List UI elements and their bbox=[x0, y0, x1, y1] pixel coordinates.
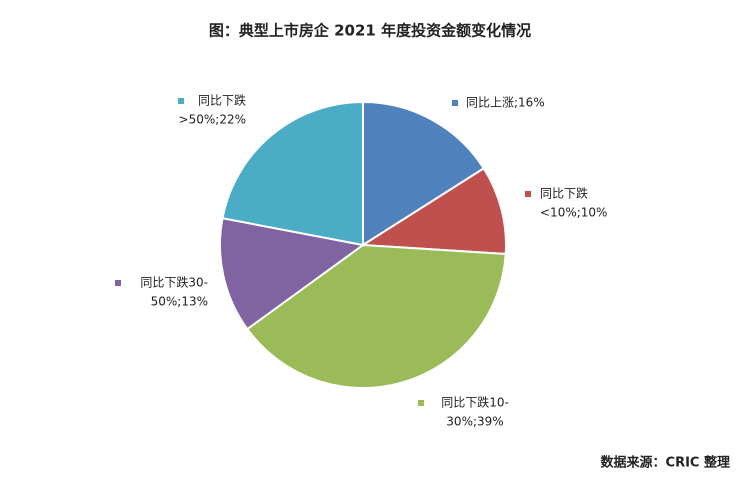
data-label: 同比上涨;16% bbox=[466, 95, 545, 110]
legend-marker bbox=[115, 280, 121, 286]
source-note: 数据来源：CRIC 整理 bbox=[601, 455, 730, 471]
data-label: 同比下跌 bbox=[198, 93, 246, 108]
legend-marker bbox=[178, 98, 184, 104]
pie-slice bbox=[221, 100, 364, 247]
legend-marker bbox=[525, 191, 531, 197]
pie-slice bbox=[219, 217, 366, 331]
legend-marker bbox=[452, 100, 458, 106]
data-label: 同比下跌30- bbox=[140, 275, 208, 290]
data-label: 30%;39% bbox=[446, 415, 503, 429]
data-label: <10%;10% bbox=[540, 206, 607, 220]
pie-slice bbox=[362, 100, 486, 247]
data-label: 同比下跌10- bbox=[441, 395, 509, 410]
data-label: 同比下跌 bbox=[540, 186, 588, 201]
data-label: 50%;13% bbox=[151, 295, 208, 309]
data-label: >50%;22% bbox=[179, 113, 246, 127]
pie-slice bbox=[245, 243, 507, 389]
pie-slice bbox=[359, 166, 507, 256]
chart-title: 图：典型上市房企 2021 年度投资金额变化情况 bbox=[209, 22, 531, 40]
legend-marker bbox=[418, 400, 424, 406]
